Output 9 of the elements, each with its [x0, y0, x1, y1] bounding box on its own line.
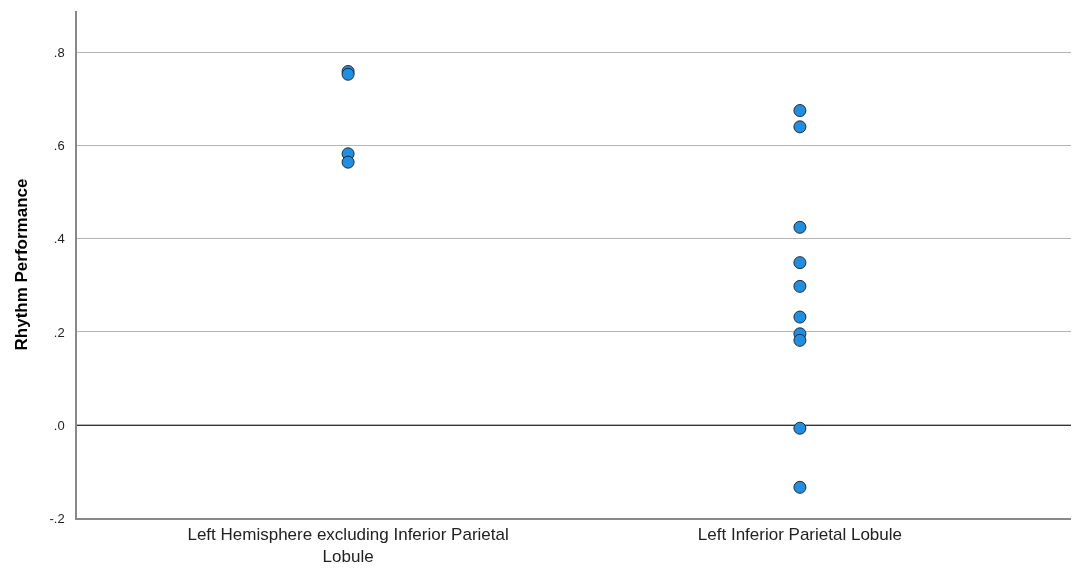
x-tick-label: Left Inferior Parietal Lobule	[697, 525, 902, 545]
x-tick-label: Left Hemisphere excluding Inferior Parietal Lobule	[187, 525, 509, 567]
y-tick-label: .4	[53, 231, 65, 247]
y-axis-title: Rhythm Performance	[11, 178, 31, 351]
y-tick-label: .8	[53, 45, 65, 61]
y-tick-label: -.2	[49, 510, 65, 526]
y-tick-label: .0	[53, 417, 65, 433]
y-tick-label: .6	[53, 138, 65, 154]
y-tick-label: .2	[53, 324, 65, 340]
